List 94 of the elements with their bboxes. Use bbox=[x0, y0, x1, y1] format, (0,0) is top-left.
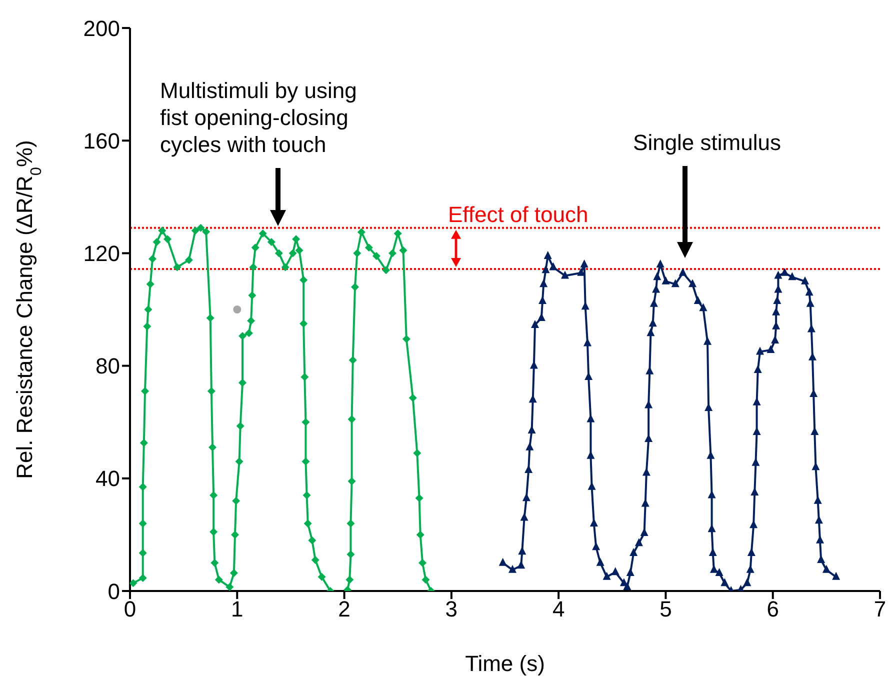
point bbox=[357, 228, 366, 236]
point bbox=[244, 329, 253, 338]
point bbox=[138, 482, 147, 491]
point bbox=[348, 415, 356, 424]
point bbox=[251, 244, 260, 252]
point bbox=[206, 314, 214, 322]
point bbox=[346, 550, 355, 558]
point bbox=[247, 316, 256, 325]
point bbox=[351, 282, 359, 291]
point bbox=[416, 530, 424, 539]
point bbox=[300, 276, 308, 284]
point bbox=[144, 306, 152, 314]
y-tick-label: 0 bbox=[108, 578, 120, 604]
point bbox=[238, 378, 246, 387]
point bbox=[226, 583, 234, 591]
point bbox=[138, 574, 147, 582]
x-tick-label: 5 bbox=[660, 596, 672, 622]
point bbox=[141, 387, 149, 396]
y-tick-label: 40 bbox=[96, 466, 120, 492]
point bbox=[408, 394, 417, 402]
point bbox=[399, 246, 408, 254]
annotation: Effect of touch bbox=[448, 202, 588, 227]
y-tick-label: 160 bbox=[83, 128, 120, 154]
point bbox=[152, 238, 161, 246]
point bbox=[184, 256, 193, 264]
point bbox=[302, 418, 310, 426]
point bbox=[138, 519, 147, 528]
point bbox=[418, 558, 426, 567]
y-tick-label: 200 bbox=[83, 16, 120, 41]
point bbox=[143, 322, 152, 330]
annotation: Multistimuli by using fist opening-closing cycles with touch bbox=[160, 78, 357, 157]
point bbox=[372, 252, 380, 260]
point bbox=[233, 306, 242, 314]
point bbox=[232, 496, 240, 505]
annotation: Single stimulus bbox=[633, 130, 781, 155]
point bbox=[300, 320, 308, 328]
point bbox=[346, 576, 354, 584]
x-tick-label: 2 bbox=[338, 596, 350, 622]
point bbox=[300, 373, 309, 382]
x-tick-label: 1 bbox=[231, 596, 244, 622]
point bbox=[304, 519, 312, 528]
point bbox=[288, 249, 297, 258]
point bbox=[164, 235, 172, 244]
point bbox=[302, 458, 310, 466]
point bbox=[274, 249, 283, 258]
x-tick-label: 0 bbox=[124, 596, 136, 622]
point bbox=[346, 519, 355, 528]
x-tick-label: 7 bbox=[874, 596, 886, 622]
point bbox=[208, 443, 216, 452]
point bbox=[388, 249, 396, 258]
point bbox=[202, 228, 210, 236]
y-tick-label: 80 bbox=[96, 354, 120, 379]
point bbox=[248, 291, 256, 300]
point bbox=[348, 477, 356, 486]
point bbox=[348, 356, 357, 364]
point bbox=[236, 422, 244, 430]
x-tick-label: 4 bbox=[552, 596, 565, 622]
point bbox=[130, 579, 138, 588]
point bbox=[311, 556, 320, 564]
point bbox=[302, 491, 311, 500]
point bbox=[214, 576, 223, 584]
point bbox=[210, 528, 218, 536]
point bbox=[295, 246, 304, 254]
point bbox=[158, 226, 166, 235]
point bbox=[267, 238, 276, 246]
point bbox=[353, 249, 362, 258]
point bbox=[364, 244, 373, 252]
point bbox=[173, 263, 182, 272]
point bbox=[382, 266, 390, 274]
point bbox=[415, 494, 424, 502]
point bbox=[258, 229, 267, 238]
point bbox=[281, 263, 290, 272]
point bbox=[402, 335, 410, 344]
point bbox=[413, 449, 422, 458]
point bbox=[235, 458, 244, 466]
point bbox=[318, 572, 326, 581]
point bbox=[146, 280, 154, 288]
point bbox=[210, 491, 218, 500]
point bbox=[422, 576, 430, 584]
x-tick-label: 3 bbox=[445, 596, 458, 622]
point bbox=[148, 254, 156, 263]
point bbox=[238, 332, 246, 340]
point bbox=[196, 224, 205, 232]
point bbox=[207, 387, 216, 396]
point bbox=[140, 438, 148, 447]
x-tick-label: 6 bbox=[766, 596, 779, 622]
point bbox=[191, 226, 200, 235]
point bbox=[138, 548, 147, 557]
x-axis-title: Time (s) bbox=[465, 651, 545, 676]
point bbox=[308, 536, 316, 544]
point bbox=[210, 558, 219, 567]
point bbox=[249, 263, 258, 272]
y-tick-label: 120 bbox=[83, 241, 120, 266]
point bbox=[231, 530, 239, 539]
